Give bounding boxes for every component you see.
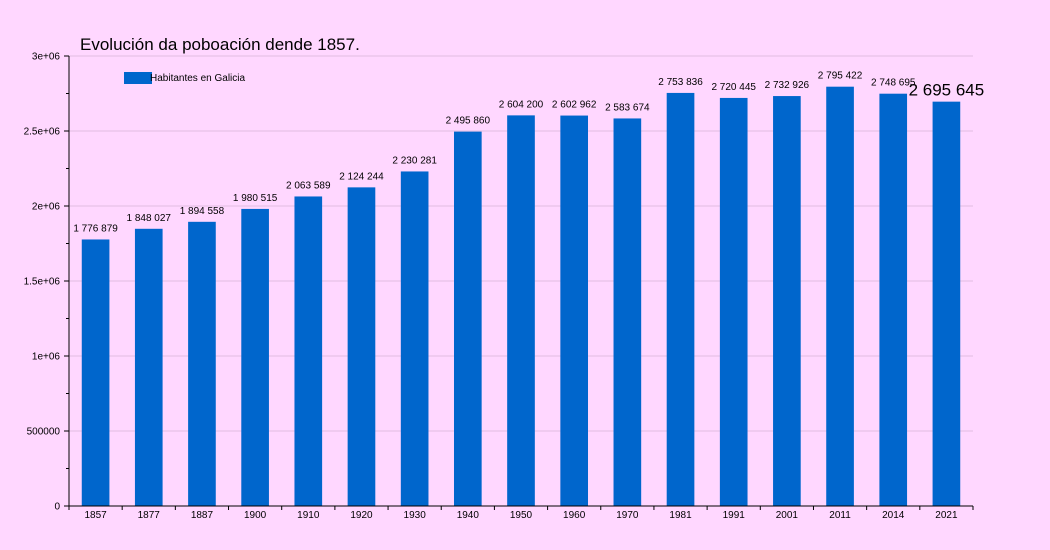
axes-group: 0 500000 1e+06 1.5e+06 2e+06 2.5e+06 3e+06 1857…	[24, 52, 974, 521]
x-tick-label-2014: 2014	[882, 510, 905, 521]
data-label-2021: 2 695 645	[909, 81, 985, 100]
bar-2014	[879, 93, 908, 507]
data-label-1857: 1 776 879	[73, 223, 118, 234]
bar-1960	[560, 115, 589, 507]
data-label-2014: 2 748 695	[871, 78, 916, 89]
x-tick-label-1960: 1960	[563, 510, 586, 521]
legend-label: Habitantes en Galicia	[150, 73, 245, 84]
legend-swatch	[124, 72, 152, 84]
bar-1900	[241, 208, 269, 507]
x-tick-label-2021: 2021	[935, 510, 958, 521]
bar-1857	[81, 239, 110, 507]
bar-2011	[826, 86, 854, 506]
x-tick-label-1857: 1857	[84, 510, 107, 521]
data-label-1960: 2 602 962	[552, 100, 597, 111]
data-label-1970: 2 583 674	[605, 102, 650, 113]
bar-1970	[613, 118, 642, 506]
bar-1920	[347, 187, 376, 506]
x-tick-label-1920: 1920	[350, 510, 373, 521]
bars-group	[81, 86, 961, 507]
x-tick-label-1910: 1910	[297, 510, 320, 521]
x-tick-label-1940: 1940	[457, 510, 480, 521]
data-label-1920: 2 124 244	[339, 171, 384, 182]
chart-title: Evolución da poboación dende 1857.	[80, 35, 360, 54]
data-label-1930: 2 230 281	[392, 155, 437, 166]
bar-1981	[666, 92, 695, 507]
y-tick-label: 2e+06	[32, 202, 61, 213]
bar-1887	[188, 221, 216, 507]
bar-1950	[507, 115, 535, 507]
data-label-1981: 2 753 836	[658, 77, 703, 88]
legend: Habitantes en Galicia	[124, 72, 245, 84]
x-tick-label-1950: 1950	[510, 510, 533, 521]
bar-1910	[294, 196, 323, 506]
bar-1877	[134, 228, 163, 506]
x-tick-label-1991: 1991	[723, 510, 746, 521]
data-label-1877: 1 848 027	[127, 213, 172, 224]
x-tick-label-1981: 1981	[669, 510, 692, 521]
data-label-1940: 2 495 860	[446, 116, 491, 127]
bar-1991	[719, 97, 748, 506]
data-labels-group: 1 776 879 1 848 027 1 894 558 1 980 515 2 06…	[73, 71, 984, 235]
y-tick-label: 1e+06	[32, 352, 61, 363]
data-label-1900: 1 980 515	[233, 193, 278, 204]
x-tick-label-1877: 1877	[138, 510, 161, 521]
data-label-2011: 2 795 422	[818, 71, 863, 82]
y-tick-label: 0	[54, 502, 60, 513]
data-label-1910: 2 063 589	[286, 180, 331, 191]
data-label-2001: 2 732 926	[765, 80, 810, 91]
y-tick-label: 3e+06	[32, 52, 61, 63]
y-tick-label: 2.5e+06	[24, 127, 61, 138]
y-tick-label: 1.5e+06	[24, 277, 61, 288]
data-label-1991: 2 720 445	[711, 82, 756, 93]
y-tick-label: 500000	[27, 427, 61, 438]
data-label-1887: 1 894 558	[180, 206, 225, 217]
x-tick-label-2001: 2001	[776, 510, 799, 521]
x-tick-label-1887: 1887	[191, 510, 214, 521]
x-tick-label-1930: 1930	[404, 510, 427, 521]
bar-2001	[773, 96, 801, 506]
x-tick-label-2011: 2011	[829, 510, 851, 521]
bar-2021	[932, 101, 961, 506]
bar-1940	[453, 131, 482, 506]
x-tick-label-1970: 1970	[616, 510, 639, 521]
bar-1930	[400, 171, 429, 506]
data-label-1950: 2 604 200	[499, 99, 544, 110]
x-tick-label-1900: 1900	[244, 510, 267, 521]
